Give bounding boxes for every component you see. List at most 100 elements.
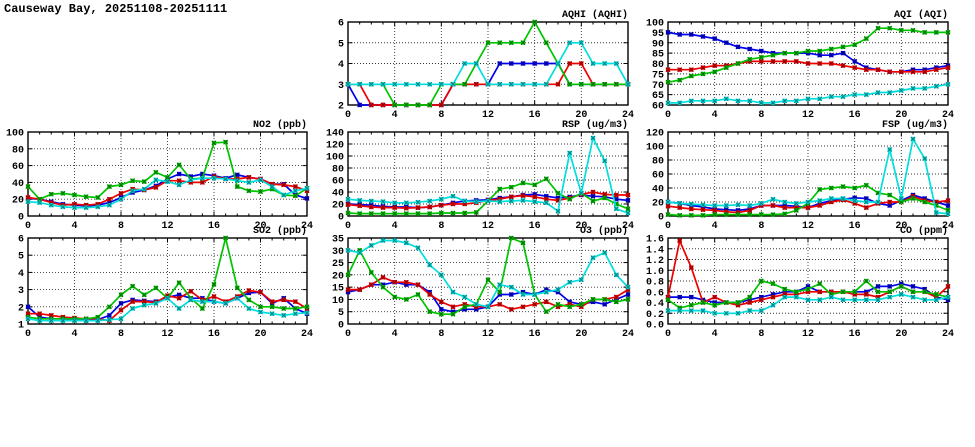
svg-text:24: 24 bbox=[301, 221, 313, 232]
svg-text:24: 24 bbox=[622, 110, 634, 121]
svg-text:100: 100 bbox=[646, 19, 664, 30]
chart-title-aqi: AQI (AQI) bbox=[893, 10, 948, 21]
svg-text:60: 60 bbox=[652, 171, 664, 182]
svg-text:1: 1 bbox=[18, 321, 24, 332]
no2-plot-canvas: 0 4 8 12 16 20 24 0 20 40 60 80 100 bbox=[6, 129, 313, 233]
svg-text:24: 24 bbox=[942, 110, 954, 121]
svg-text:1.2: 1.2 bbox=[646, 256, 664, 267]
chart-title-rsp: RSP (ug/m3) bbox=[561, 120, 628, 131]
svg-text:8: 8 bbox=[438, 221, 444, 232]
svg-text:0: 0 bbox=[665, 221, 671, 232]
svg-text:12: 12 bbox=[482, 221, 494, 232]
svg-text:0: 0 bbox=[345, 221, 351, 232]
svg-text:20: 20 bbox=[895, 329, 907, 340]
svg-text:30: 30 bbox=[332, 247, 344, 258]
svg-text:20: 20 bbox=[332, 271, 344, 282]
svg-text:100: 100 bbox=[6, 129, 24, 140]
svg-text:12: 12 bbox=[802, 221, 814, 232]
svg-text:0.2: 0.2 bbox=[646, 310, 664, 321]
svg-text:12: 12 bbox=[161, 221, 173, 232]
svg-text:0.6: 0.6 bbox=[646, 288, 664, 299]
svg-text:0: 0 bbox=[665, 329, 671, 340]
svg-text:24: 24 bbox=[622, 221, 634, 232]
svg-text:16: 16 bbox=[529, 329, 541, 340]
svg-text:0: 0 bbox=[345, 329, 351, 340]
chart-co: CO (ppm) 0 4 8 12 16 20 24 0.0 0.2 0.4 0.6 0.8 1.0 1.… bbox=[646, 226, 954, 340]
svg-text:20: 20 bbox=[254, 329, 266, 340]
svg-text:60: 60 bbox=[652, 102, 664, 113]
svg-text:24: 24 bbox=[301, 329, 313, 340]
svg-text:8: 8 bbox=[758, 221, 764, 232]
svg-text:120: 120 bbox=[646, 129, 664, 140]
svg-text:20: 20 bbox=[575, 221, 587, 232]
svg-text:100: 100 bbox=[646, 143, 664, 154]
svg-text:140: 140 bbox=[326, 129, 344, 140]
svg-text:24: 24 bbox=[942, 221, 954, 232]
chart-fsp: FSP (ug/m3) 0 4 8 12 16 20 24 0 20 40 60 80 100 120 bbox=[646, 120, 954, 232]
svg-text:0: 0 bbox=[25, 329, 31, 340]
svg-text:3: 3 bbox=[338, 81, 344, 92]
svg-text:40: 40 bbox=[332, 189, 344, 200]
svg-text:65: 65 bbox=[652, 91, 664, 102]
svg-text:20: 20 bbox=[575, 110, 587, 121]
svg-text:0: 0 bbox=[18, 213, 24, 224]
svg-text:4: 4 bbox=[712, 110, 718, 121]
svg-text:0: 0 bbox=[665, 110, 671, 121]
svg-text:16: 16 bbox=[529, 221, 541, 232]
chart-aqhi: AQHI (AQHI) 0 4 8 12 16 20 24 2 3 4 5 6 bbox=[338, 10, 634, 121]
svg-text:75: 75 bbox=[652, 70, 664, 81]
svg-text:4: 4 bbox=[71, 329, 77, 340]
svg-text:80: 80 bbox=[332, 165, 344, 176]
svg-text:16: 16 bbox=[849, 110, 861, 121]
svg-text:16: 16 bbox=[529, 110, 541, 121]
svg-text:16: 16 bbox=[849, 329, 861, 340]
svg-text:20: 20 bbox=[575, 329, 587, 340]
svg-text:6: 6 bbox=[18, 235, 24, 246]
co-plot-canvas: 0 4 8 12 16 20 24 0.00.20.40.60.81.01.21.41.6 bbox=[646, 235, 954, 341]
chart-title-aqhi: AQHI (AQHI) bbox=[561, 10, 628, 21]
svg-text:12: 12 bbox=[161, 329, 173, 340]
svg-text:15: 15 bbox=[332, 284, 344, 295]
svg-text:1.4: 1.4 bbox=[646, 245, 664, 256]
svg-text:4: 4 bbox=[392, 329, 398, 340]
svg-text:8: 8 bbox=[758, 110, 764, 121]
svg-text:0: 0 bbox=[338, 213, 344, 224]
svg-text:1.0: 1.0 bbox=[646, 267, 664, 278]
svg-text:4: 4 bbox=[712, 329, 718, 340]
svg-text:20: 20 bbox=[895, 110, 907, 121]
svg-text:70: 70 bbox=[652, 81, 664, 92]
svg-text:24: 24 bbox=[942, 329, 954, 340]
svg-text:8: 8 bbox=[438, 110, 444, 121]
svg-text:16: 16 bbox=[208, 329, 220, 340]
svg-text:1.6: 1.6 bbox=[646, 235, 664, 246]
svg-text:16: 16 bbox=[208, 221, 220, 232]
svg-text:0: 0 bbox=[25, 221, 31, 232]
svg-text:40: 40 bbox=[652, 185, 664, 196]
svg-text:0.0: 0.0 bbox=[646, 321, 664, 332]
chart-title-fsp: FSP (ug/m3) bbox=[881, 120, 948, 131]
svg-text:80: 80 bbox=[652, 157, 664, 168]
page-title: Causeway Bay, 20251108-20251111 bbox=[4, 2, 228, 16]
svg-text:0.4: 0.4 bbox=[646, 299, 664, 310]
chart-title-no2: NO2 (ppb) bbox=[252, 120, 307, 131]
svg-text:4: 4 bbox=[712, 221, 718, 232]
chart-title-o3: O3 (ppb) bbox=[579, 226, 628, 237]
svg-text:95: 95 bbox=[652, 29, 664, 40]
svg-text:40: 40 bbox=[12, 179, 24, 190]
svg-text:12: 12 bbox=[802, 110, 814, 121]
svg-text:6: 6 bbox=[338, 19, 344, 30]
svg-text:10: 10 bbox=[332, 296, 344, 307]
svg-text:0.8: 0.8 bbox=[646, 278, 664, 289]
svg-text:60: 60 bbox=[332, 177, 344, 188]
svg-text:85: 85 bbox=[652, 50, 664, 61]
chart-so2: SO2 (ppb) 0 4 8 12 16 20 24 1 2 3 4 5 6 bbox=[18, 226, 313, 340]
svg-text:4: 4 bbox=[18, 269, 24, 280]
chart-aqi: AQI (AQI) 0 4 8 12 16 20 24 60 65 70 75 80 85 90 95 100 bbox=[646, 10, 954, 121]
svg-text:8: 8 bbox=[118, 329, 124, 340]
svg-text:60: 60 bbox=[12, 162, 24, 173]
chart-title-so2: SO2 (ppb) bbox=[252, 226, 307, 237]
svg-text:90: 90 bbox=[652, 39, 664, 50]
